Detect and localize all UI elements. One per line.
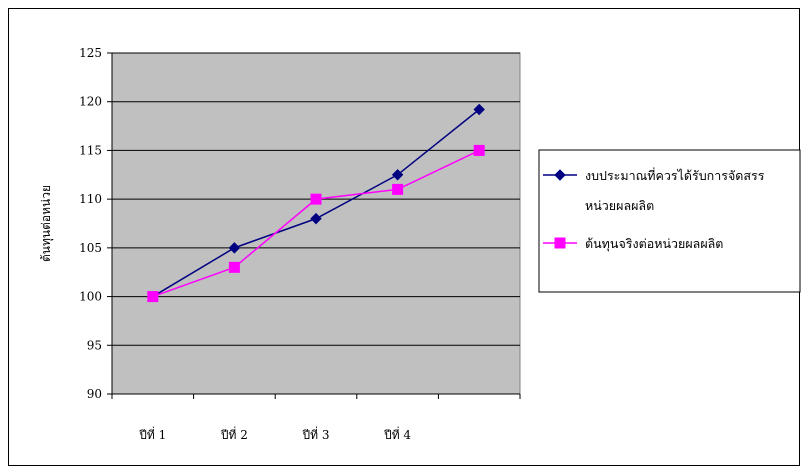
x-tick-label: ปีที่ 2 xyxy=(220,426,248,442)
data-point xyxy=(228,261,240,273)
y-tick-label: 95 xyxy=(87,338,102,352)
legend: งบประมาณที่ควรได้รับการจัดสรรหน่วยผลผลิต… xyxy=(538,149,801,293)
legend-label: ต้นทุนจริงต่อหน่วยผลผลิต xyxy=(585,236,723,252)
legend-label: งบประมาณที่ควรได้รับการจัดสรร xyxy=(585,167,765,183)
data-point xyxy=(554,169,566,181)
y-tick-label: 120 xyxy=(79,95,102,109)
legend-box xyxy=(538,149,801,293)
data-point xyxy=(473,144,485,156)
data-point xyxy=(147,291,159,303)
x-tick-label: ปีที่ 3 xyxy=(302,426,330,442)
x-axis-ticks: ปีที่ 1 ปีที่ 2 ปีที่ 3 ปีที่ 4 xyxy=(111,394,521,442)
data-point xyxy=(310,212,322,225)
data-point xyxy=(391,169,404,181)
y-tick-label: 105 xyxy=(79,241,102,255)
y-axis-label: ต้นทุนต่อหน่วย xyxy=(39,185,54,262)
data-point xyxy=(310,193,322,205)
y-tick-label: 100 xyxy=(79,290,102,304)
y-axis-ticks: 90 95 100 105 110 115 120 125 xyxy=(79,46,112,401)
series-group xyxy=(147,103,485,303)
data-point xyxy=(554,237,566,249)
x-tick-label: ปีที่ 1 xyxy=(139,426,167,442)
series-2 xyxy=(147,144,485,303)
y-tick-label: 110 xyxy=(79,192,102,206)
legend-label: หน่วยผลผลิต xyxy=(585,198,654,213)
data-point xyxy=(473,103,485,116)
x-tick-label: ปีที่ 4 xyxy=(384,426,412,442)
axes xyxy=(111,53,520,395)
data-point xyxy=(228,242,241,254)
series-1 xyxy=(147,103,485,303)
y-tick-label: 115 xyxy=(79,143,102,157)
data-point xyxy=(392,183,404,195)
y-tick-label: 125 xyxy=(79,46,102,60)
y-tick-label: 90 xyxy=(87,387,102,401)
